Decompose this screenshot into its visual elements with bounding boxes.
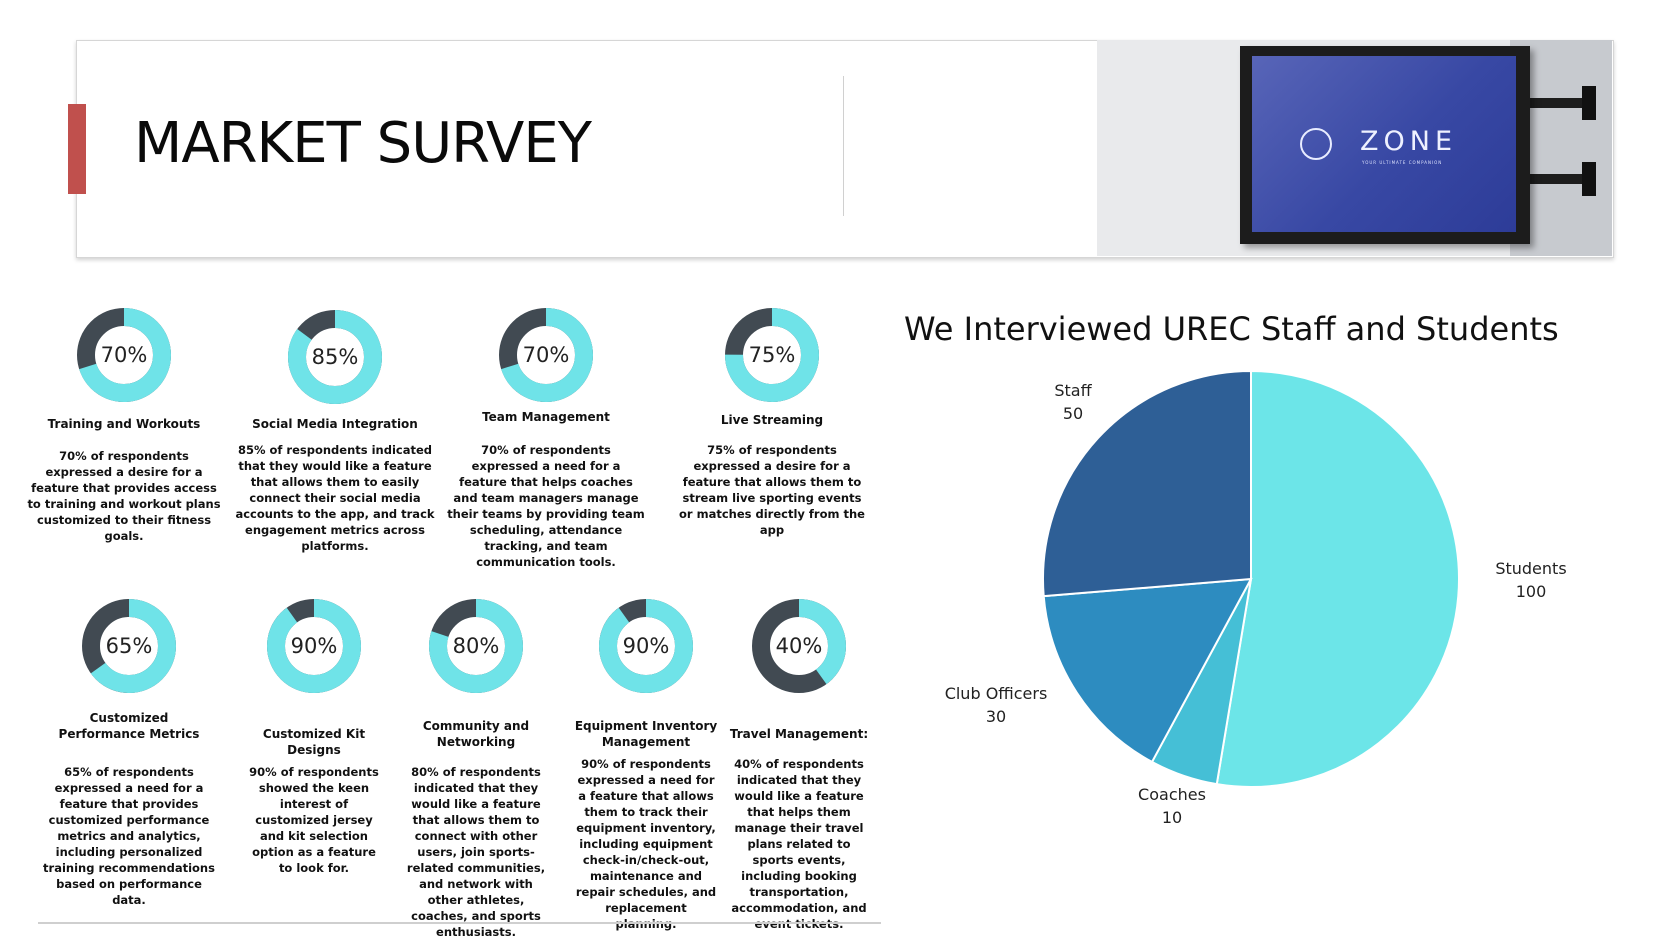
pie-label: Staff 50 [1003, 379, 1143, 425]
sign-screen: ZONE YOUR ULTIMATE COMPANION [1252, 56, 1516, 232]
donut-percent-label: 70% [100, 343, 148, 367]
sign-bracket-bottom [1530, 162, 1596, 196]
donut-value-arc [752, 599, 846, 693]
donut-percent-label: 40% [775, 634, 823, 658]
donut-value-arc [288, 310, 382, 404]
donut-percent-label: 75% [748, 343, 796, 367]
page-title: MARKET SURVEY [134, 111, 592, 176]
stat-title: Community and Networking [422, 719, 530, 749]
donut-ring [267, 599, 361, 693]
donut-ring [429, 599, 523, 693]
pie-label-category: Staff [1054, 381, 1092, 400]
stat-donut: 70% [498, 307, 594, 403]
donut-value-arc [82, 599, 176, 693]
stat-title: Training and Workouts [47, 417, 201, 431]
stat-title: Travel Management: [729, 727, 869, 741]
stat-title: Social Media Integration [252, 417, 418, 431]
stat-donut: 80% [428, 598, 524, 694]
stat-description: 70% of respondents expressed a need for … [447, 443, 645, 569]
stat-description: 75% of respondents expressed a desire fo… [679, 443, 865, 537]
pie-label: Coaches 10 [1102, 783, 1242, 829]
donut-ring [499, 308, 593, 402]
title-accent-bar [68, 104, 86, 194]
donut-ring [288, 310, 382, 404]
stat-description: 40% of respondents indicated that they w… [731, 757, 867, 931]
pie-label-category: Coaches [1138, 785, 1206, 804]
donut-ring [77, 308, 171, 402]
donut-ring [599, 599, 693, 693]
stat-donut: 75% [724, 307, 820, 403]
donut-value-arc [599, 599, 693, 693]
chart-title: We Interviewed UREC Staff and Students [904, 310, 1559, 348]
sign-bracket-top [1530, 86, 1596, 120]
pie-slice-staff [1042, 369, 1252, 598]
donut-value-arc [499, 308, 593, 402]
zone-logo-icon [1300, 128, 1332, 160]
sign-box: ZONE YOUR ULTIMATE COMPANION [1240, 46, 1530, 244]
pie-label-value: 100 [1515, 582, 1547, 601]
bottom-divider [38, 922, 881, 924]
zone-brand: ZONE [1360, 126, 1458, 157]
stat-title: Team Management [482, 410, 610, 424]
donut-value-arc [725, 308, 819, 402]
stat-description: 70% of respondents expressed a desire fo… [27, 449, 221, 543]
donut-percent-label: 65% [105, 634, 153, 658]
zone-tagline: YOUR ULTIMATE COMPANION [1362, 160, 1443, 165]
donut-ring [725, 308, 819, 402]
stat-donut: 90% [266, 598, 362, 694]
donut-value-arc [77, 308, 171, 402]
stat-title: Customized Performance Metrics [58, 711, 200, 741]
pie-label-value: 50 [1062, 404, 1084, 423]
stat-title: Customized Kit Designs [262, 727, 366, 757]
zone-sign-image: ZONE YOUR ULTIMATE COMPANION [1097, 40, 1612, 256]
stat-donut: 90% [598, 598, 694, 694]
donut-ring [752, 599, 846, 693]
stat-donut: 85% [287, 309, 383, 405]
donut-value-arc [429, 599, 523, 693]
donut-percent-label: 90% [290, 634, 338, 658]
pie-label-value: 30 [985, 707, 1007, 726]
donut-percent-label: 70% [522, 343, 570, 367]
header-divider [843, 76, 844, 216]
pie-label: Club Officers 30 [926, 682, 1066, 728]
donut-ring [82, 599, 176, 693]
donut-percent-label: 80% [452, 634, 500, 658]
pie-slice-students [1215, 369, 1460, 788]
pie-label: Students 100 [1461, 557, 1601, 603]
pie-label-category: Club Officers [944, 684, 1048, 703]
pie-label-category: Students [1495, 559, 1567, 578]
donut-percent-label: 90% [622, 634, 670, 658]
stat-description: 85% of respondents indicated that they w… [235, 443, 435, 553]
donut-percent-label: 85% [311, 345, 359, 369]
donut-value-arc [267, 599, 361, 693]
pie-slice-club-officers [1042, 577, 1253, 764]
stat-donut: 70% [76, 307, 172, 403]
stat-description: 90% of respondents expressed a need for … [575, 757, 717, 931]
stat-title: Live Streaming [720, 413, 824, 427]
stat-donut: 65% [81, 598, 177, 694]
stat-description: 80% of respondents indicated that they w… [406, 765, 546, 939]
stat-donut: 40% [751, 598, 847, 694]
pie-label-value: 10 [1161, 808, 1183, 827]
stat-description: 90% of respondents showed the keen inter… [249, 765, 379, 875]
stat-description: 65% of respondents expressed a need for … [43, 765, 215, 907]
stat-title: Equipment Inventory Management [574, 719, 718, 749]
